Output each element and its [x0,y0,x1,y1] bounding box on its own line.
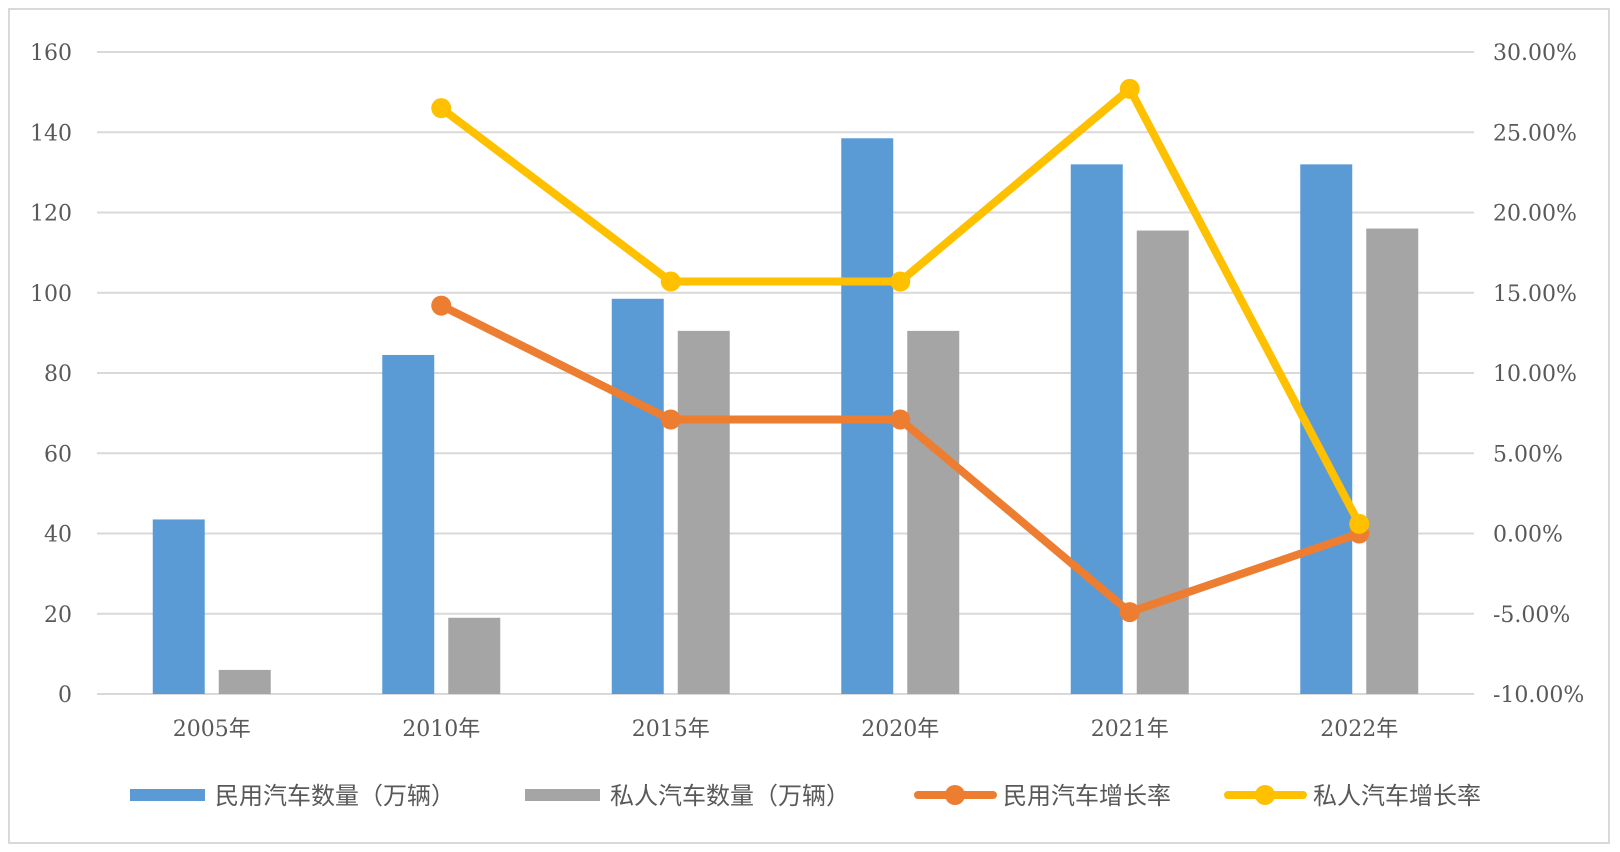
left-tick-label: 120 [30,202,72,227]
right-axis-ticks: -10.00% -5.00% 0.00% 5.00% 10.00% 15.00% 20.00… [1493,41,1584,708]
left-tick-label: 160 [30,41,72,66]
right-tick-label: 15.00% [1493,282,1577,307]
x-axis-ticks: 2005年 2010年 2015年 2020年 2021年 2022年 [173,717,1399,742]
legend-label: 民用汽车数量（万辆） [215,782,455,810]
bar [218,669,271,694]
legend-swatch [130,789,205,801]
bar [611,298,664,694]
right-tick-label: 30.00% [1493,41,1577,66]
legend-label: 民用汽车增长率 [1003,782,1171,810]
bar [382,354,435,694]
left-tick-label: 0 [58,683,72,708]
right-tick-label: -5.00% [1493,603,1570,628]
left-tick-label: 20 [44,603,72,628]
x-tick-label: 2021年 [1091,717,1169,742]
legend-label: 私人汽车增长率 [1313,782,1481,810]
x-tick-label: 2010年 [402,717,480,742]
x-tick-label: 2022年 [1320,717,1398,742]
left-tick-label: 60 [44,442,72,467]
left-tick-label: 140 [30,121,72,146]
bar [1366,228,1419,695]
left-tick-label: 80 [44,362,72,387]
right-tick-label: 5.00% [1493,442,1563,467]
line-point [1119,602,1140,623]
legend-marker [945,785,965,805]
right-tick-label: 20.00% [1493,202,1577,227]
line-point [890,271,911,292]
line-series [431,78,1370,623]
bar [677,330,730,694]
line-point [660,409,681,430]
bar [1136,230,1189,694]
right-tick-label: 10.00% [1493,362,1577,387]
right-tick-label: 0.00% [1493,523,1563,548]
series-line [437,84,1364,528]
gridlines [97,51,1474,695]
x-tick-label: 2005年 [173,717,251,742]
bar [152,519,205,694]
legend: 民用汽车数量（万辆） 私人汽车数量（万辆） 民用汽车增长率 私人汽车增长率 [130,782,1481,810]
line-point [431,98,452,119]
x-tick-label: 2020年 [861,717,939,742]
x-tick-label: 2015年 [632,717,710,742]
bar [448,617,501,694]
line-point [1119,78,1140,99]
bar [907,330,960,694]
legend-swatch [525,789,600,801]
legend-label: 私人汽车数量（万辆） [610,782,850,810]
right-tick-label: -10.00% [1493,683,1584,708]
left-axis-ticks: 0 20 40 60 80 100 120 140 160 [30,41,72,708]
line-point [660,271,681,292]
left-tick-label: 40 [44,523,72,548]
legend-marker [1255,785,1275,805]
right-tick-label: 25.00% [1493,121,1577,146]
line-point [431,295,452,316]
bar [1070,164,1123,695]
left-tick-label: 100 [30,282,72,307]
line-point [1349,513,1370,534]
series-line [437,301,1364,617]
line-point [890,409,911,430]
